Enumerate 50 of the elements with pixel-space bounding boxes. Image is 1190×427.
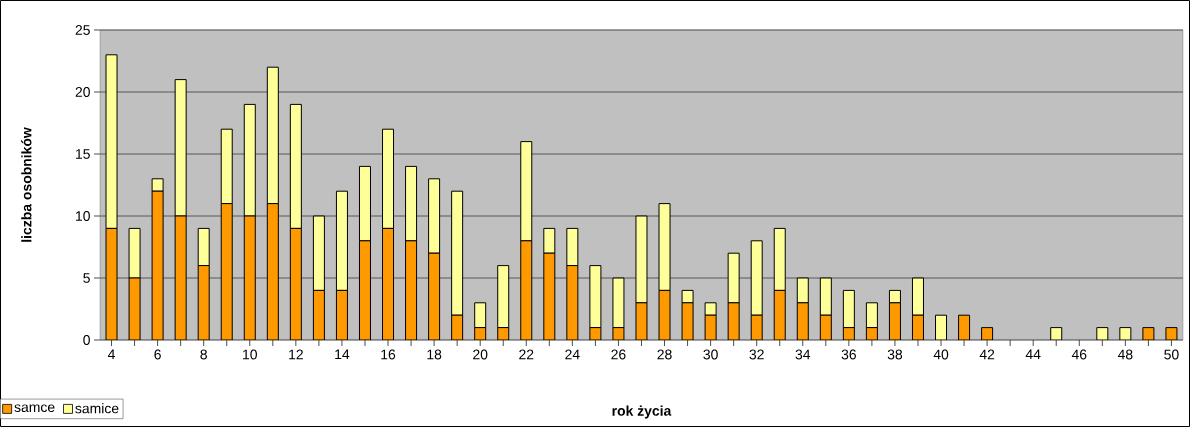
- x-tick-label: 6: [154, 349, 161, 360]
- bar: [220, 203, 233, 340]
- bar: [451, 190, 464, 316]
- bar: [382, 227, 395, 340]
- x-tick-label: 18: [427, 349, 442, 360]
- x-tick-label: 32: [749, 349, 764, 360]
- x-tick-label: 28: [657, 349, 672, 360]
- x-tick-label: 44: [1025, 349, 1041, 360]
- y-tick-label: 5: [83, 273, 90, 283]
- y-tick-label: 15: [76, 149, 90, 159]
- x-tick-label: 12: [289, 349, 303, 360]
- x-tick-label: 30: [703, 349, 718, 360]
- bar: [289, 103, 302, 229]
- x-tick-label: 10: [243, 349, 257, 360]
- x-tick-label: 46: [1071, 349, 1087, 360]
- bar: [405, 240, 418, 340]
- x-tick-label: 48: [1117, 349, 1133, 360]
- y-tick-label: 10: [76, 211, 90, 221]
- y-axis-title: liczba osobników: [21, 127, 32, 242]
- bar: [289, 227, 302, 340]
- x-tick-label: 38: [887, 349, 903, 360]
- x-tick-label: 14: [335, 349, 350, 360]
- y-tick-label: 20: [75, 87, 90, 97]
- legend-label: samce: [14, 404, 55, 413]
- bar: [520, 141, 533, 242]
- x-tick-label: 20: [473, 349, 488, 360]
- bar: [428, 178, 441, 254]
- bar: [335, 190, 348, 291]
- y-tick-label: 0: [83, 335, 90, 345]
- bar: [266, 203, 279, 340]
- x-tick-label: 36: [841, 349, 856, 360]
- x-tick-label: 24: [565, 349, 580, 360]
- bar: [520, 240, 533, 340]
- x-tick-label: 40: [933, 349, 949, 360]
- x-tick-label: 50: [1164, 349, 1179, 360]
- bar: [358, 240, 371, 340]
- x-tick-label: 22: [519, 349, 534, 360]
- x-tick-label: 8: [200, 349, 207, 360]
- bar: [243, 103, 256, 217]
- x-tick-label: 34: [795, 349, 811, 360]
- bar: [382, 128, 395, 229]
- y-tick-label: 25: [75, 25, 90, 35]
- x-tick-label: 26: [611, 349, 626, 360]
- bar: [750, 240, 763, 316]
- x-tick-label: 16: [381, 349, 396, 360]
- x-axis-title: rok życia: [612, 405, 672, 419]
- x-tick-label: 42: [979, 349, 995, 360]
- x-tick-label: 4: [107, 349, 115, 360]
- bar: [266, 66, 279, 205]
- legend-label: samice: [75, 403, 119, 414]
